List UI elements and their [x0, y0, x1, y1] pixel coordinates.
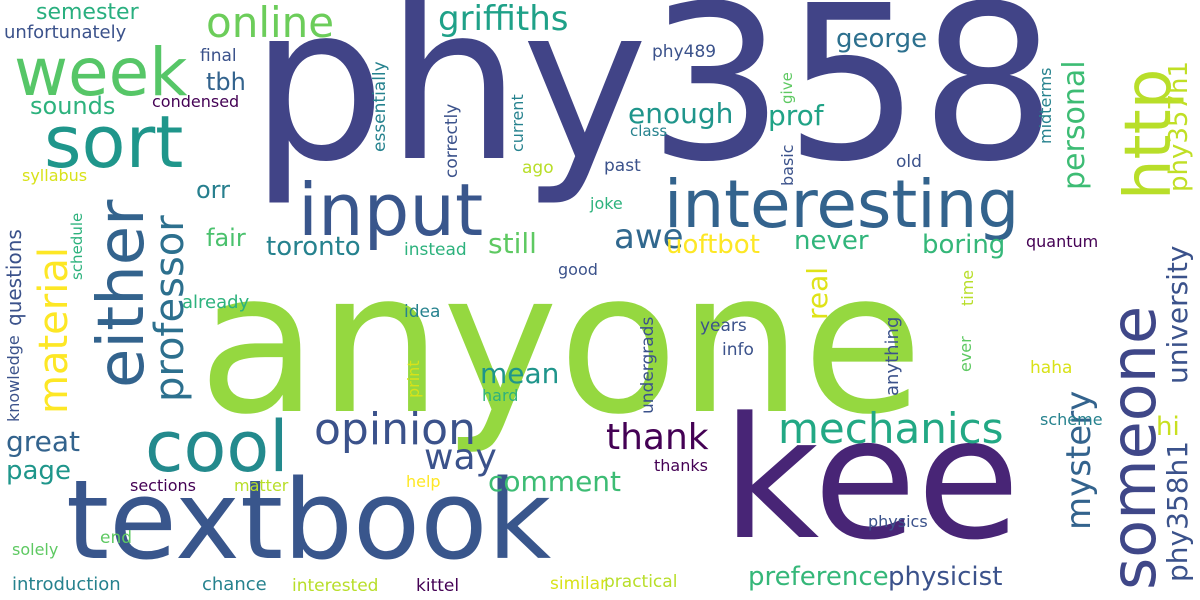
word-page: page: [6, 456, 71, 486]
word-joke: joke: [590, 194, 623, 213]
word-real: real: [801, 266, 834, 320]
word-midterms: midterms: [1036, 67, 1055, 144]
word-awe: awe: [614, 217, 684, 257]
word-undergrads: undergrads: [638, 316, 658, 414]
word-mechanics: mechanics: [778, 404, 1004, 453]
word-comment: comment: [488, 465, 622, 498]
word-basic: basic: [778, 144, 797, 186]
word-instead: instead: [404, 240, 467, 260]
word-kee: kee: [722, 381, 1021, 577]
word-textbook: textbook: [66, 456, 552, 584]
word-help: help: [406, 472, 441, 491]
word-syllabus: syllabus: [22, 166, 88, 185]
word-idea: idea: [404, 302, 441, 322]
word-ago: ago: [522, 158, 554, 178]
word-knowledge: knowledge: [4, 335, 23, 422]
word-thank: thank: [606, 417, 709, 458]
word-end: end: [100, 528, 133, 548]
word-correctly: correctly: [442, 103, 462, 178]
word-physicist: physicist: [888, 562, 1003, 592]
word-sort: sort: [44, 100, 184, 184]
word-final: final: [200, 46, 237, 66]
word-similar: similar: [550, 574, 607, 594]
word-input: input: [298, 168, 484, 252]
word-prof: prof: [768, 99, 824, 132]
word-someone: someone: [1097, 305, 1170, 590]
word-good: good: [558, 260, 598, 279]
word-anyone: anyone: [198, 230, 924, 458]
word-sections: sections: [130, 476, 196, 495]
word-ever: ever: [956, 336, 975, 372]
word-interesting: interesting: [664, 166, 1020, 243]
word-interested: interested: [292, 576, 379, 596]
word-george: george: [836, 24, 928, 54]
word-opinion: opinion: [314, 404, 476, 455]
word-enough: enough: [628, 97, 734, 130]
word-solely: solely: [12, 540, 59, 559]
word-week: week: [14, 34, 188, 111]
word-matter: matter: [234, 476, 289, 495]
word-way: way: [424, 437, 497, 478]
word-class: class: [630, 122, 668, 140]
word-personal: personal: [1057, 60, 1092, 190]
word-questions: questions: [2, 229, 26, 326]
word-scheme: scheme: [1040, 410, 1103, 429]
word-condensed: condensed: [152, 92, 240, 111]
word-semester: semester: [36, 0, 139, 25]
word-already: already: [182, 292, 250, 313]
word-past: past: [604, 156, 641, 176]
word-university: university: [1161, 245, 1194, 385]
word-mean: mean: [480, 357, 560, 390]
word-preference: preference: [748, 562, 889, 592]
word-info: info: [722, 340, 754, 360]
word-anything: anything: [882, 316, 903, 396]
word-great: great: [6, 425, 81, 458]
word-time: time: [958, 269, 977, 306]
word-haha: haha: [1030, 358, 1073, 378]
word-fair: fair: [206, 224, 246, 252]
word-years: years: [700, 316, 747, 336]
word-schedule: schedule: [68, 212, 86, 280]
word-introduction: introduction: [12, 574, 121, 595]
word-print: print: [404, 360, 423, 398]
word-thanks: thanks: [654, 456, 708, 475]
word-essentially: essentially: [370, 61, 390, 152]
word-phy358: phy358: [250, 0, 1057, 209]
word-hard: hard: [482, 386, 519, 405]
word-uoftbot: uoftbot: [666, 230, 760, 260]
word-boring: boring: [922, 230, 1006, 260]
word-either: either: [85, 199, 159, 389]
word-kittel: kittel: [416, 576, 460, 596]
word-sounds: sounds: [30, 92, 116, 120]
word-chance: chance: [202, 574, 267, 595]
word-still: still: [488, 227, 537, 260]
word-tbh: tbh: [206, 68, 246, 96]
word-griffiths: griffiths: [438, 0, 569, 39]
word-old: old: [896, 152, 922, 172]
word-cool: cool: [145, 406, 289, 488]
word-quantum: quantum: [1026, 232, 1099, 251]
word-never: never: [794, 226, 869, 256]
word-online: online: [206, 0, 335, 47]
word-practical: practical: [604, 572, 678, 592]
word-phy357h1: phy357h1: [1164, 60, 1194, 192]
word-toronto: toronto: [266, 232, 361, 262]
word-hi: hi: [1156, 412, 1180, 442]
word-give: give: [778, 72, 796, 104]
word-phy358h1: phy358h1: [1161, 440, 1194, 582]
word-unfortunately: unfortunately: [4, 22, 127, 43]
word-physics: physics: [868, 512, 928, 531]
word-current: current: [508, 94, 527, 152]
word-phy489: phy489: [652, 42, 717, 62]
word-orr: orr: [196, 176, 230, 204]
